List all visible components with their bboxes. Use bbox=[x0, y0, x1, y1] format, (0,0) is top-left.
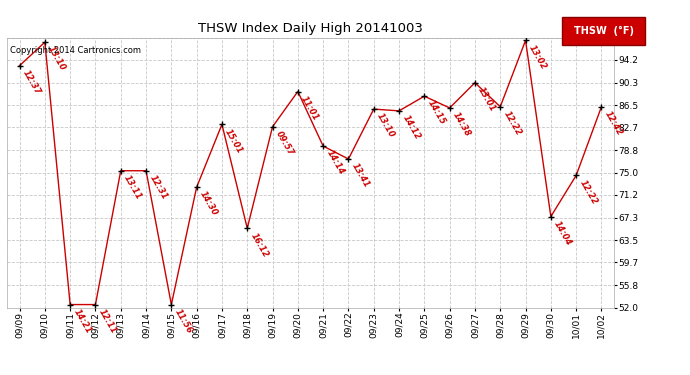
Text: 09:57: 09:57 bbox=[274, 129, 295, 157]
Text: 12:31: 12:31 bbox=[148, 174, 168, 201]
Text: 13:41: 13:41 bbox=[350, 162, 371, 189]
Text: 12:42: 12:42 bbox=[603, 110, 624, 137]
Title: THSW Index Daily High 20141003: THSW Index Daily High 20141003 bbox=[198, 22, 423, 35]
Text: 15:01: 15:01 bbox=[224, 127, 244, 155]
Text: THSW  (°F): THSW (°F) bbox=[574, 26, 633, 36]
Text: 14:38: 14:38 bbox=[451, 111, 472, 138]
Text: 12:22: 12:22 bbox=[578, 178, 599, 206]
Text: 12:37: 12:37 bbox=[21, 69, 42, 96]
Text: 14:21: 14:21 bbox=[72, 308, 92, 335]
Text: 14:04: 14:04 bbox=[552, 219, 573, 247]
Text: 13:10: 13:10 bbox=[375, 112, 396, 140]
Text: 11:01: 11:01 bbox=[299, 94, 320, 122]
Text: 13:11: 13:11 bbox=[122, 174, 144, 201]
Text: 12:11: 12:11 bbox=[97, 308, 118, 335]
Text: 11:56: 11:56 bbox=[172, 308, 194, 335]
Text: 13:01: 13:01 bbox=[476, 86, 497, 113]
Text: 14:30: 14:30 bbox=[198, 190, 219, 218]
Text: 16:12: 16:12 bbox=[248, 231, 270, 259]
Text: 14:15: 14:15 bbox=[426, 99, 447, 127]
Text: Copyright 2014 Cartronics.com: Copyright 2014 Cartronics.com bbox=[10, 46, 141, 55]
Text: 12:22: 12:22 bbox=[502, 110, 523, 137]
Text: 13:10: 13:10 bbox=[46, 45, 68, 73]
Text: 14:14: 14:14 bbox=[324, 149, 346, 177]
Text: 14:12: 14:12 bbox=[400, 114, 422, 141]
Text: 13:02: 13:02 bbox=[527, 43, 548, 71]
